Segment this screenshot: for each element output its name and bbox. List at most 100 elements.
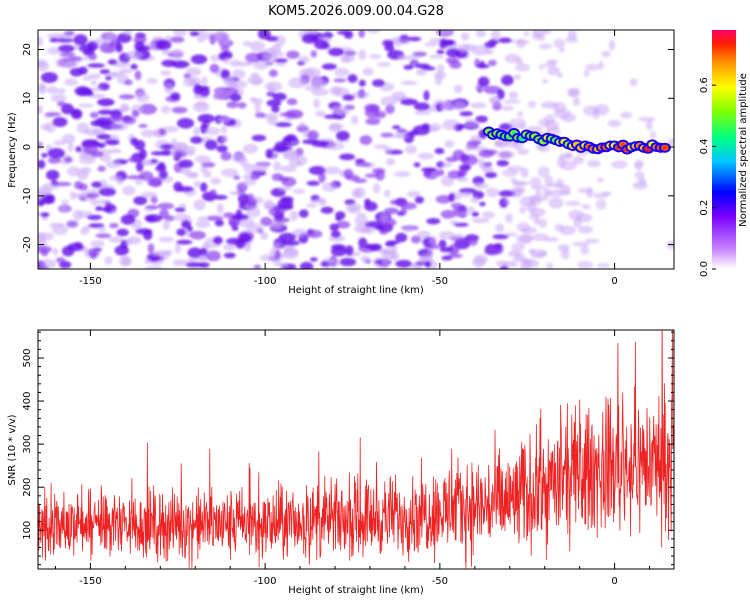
spectrogram-blob bbox=[496, 159, 509, 167]
spectrogram-blob bbox=[384, 146, 393, 154]
spectrogram-blob bbox=[104, 37, 118, 44]
spectrogram-blob bbox=[201, 76, 208, 86]
spectrogram-blob bbox=[458, 211, 471, 216]
spectrogram-blob bbox=[601, 50, 611, 58]
spectrogram-blob bbox=[499, 265, 509, 269]
spectrogram-blob bbox=[105, 76, 112, 81]
spectrogram-blob bbox=[259, 254, 275, 261]
spectrogram-blob bbox=[64, 62, 79, 67]
spectrogram-blob bbox=[580, 245, 590, 255]
spectrogram-blob bbox=[245, 198, 258, 206]
spectrogram-blob bbox=[49, 37, 59, 43]
spectrogram-blob bbox=[400, 202, 417, 210]
spectrogram-blob bbox=[49, 222, 65, 228]
spectrogram-blob bbox=[254, 112, 266, 118]
spectrogram-blob bbox=[495, 260, 509, 267]
spectrogram-blob bbox=[400, 208, 407, 216]
spectrogram-blob bbox=[121, 255, 131, 266]
spectrogram-blob bbox=[147, 179, 163, 187]
spectrogram-blob bbox=[517, 111, 524, 117]
spectrogram-blob bbox=[444, 140, 455, 148]
spectrogram-blob bbox=[267, 85, 276, 94]
spectrogram-blob bbox=[245, 52, 263, 63]
spectrogram-blob bbox=[275, 122, 292, 128]
spectrogram-blob bbox=[557, 244, 570, 252]
spectrogram-blob bbox=[187, 257, 196, 264]
spectrogram-blob bbox=[414, 102, 430, 111]
spectrogram-blob bbox=[76, 122, 90, 134]
spectrogram-blob bbox=[179, 167, 192, 175]
spectrogram-blob bbox=[504, 232, 518, 237]
spectrogram-blob bbox=[381, 256, 389, 266]
spectrogram-blob bbox=[120, 214, 136, 225]
spectrogram-blob bbox=[395, 37, 403, 48]
spectrogram-blob bbox=[393, 171, 411, 177]
spectrogram-blob bbox=[519, 206, 527, 214]
spectrogram-blob bbox=[289, 210, 299, 221]
colorbar-tick-label: 0.6 bbox=[699, 77, 710, 93]
spectrogram-blob bbox=[119, 68, 133, 74]
spectrogram-blob bbox=[67, 142, 74, 153]
spectrogram-blob bbox=[314, 39, 329, 50]
spectrogram-blob bbox=[47, 148, 65, 159]
spectrogram-blob bbox=[356, 212, 367, 217]
spectrogram-blob bbox=[505, 213, 513, 224]
spectrogram-blob bbox=[273, 217, 290, 223]
spectrogram-blob bbox=[385, 158, 396, 166]
spectrogram-blob bbox=[437, 169, 445, 177]
y-tick-label: -20 bbox=[22, 236, 33, 252]
spectrogram-blob bbox=[392, 125, 401, 130]
spectrogram-blob bbox=[233, 175, 241, 180]
spectrogram-blob bbox=[578, 225, 593, 234]
spectrogram-blob bbox=[120, 105, 130, 112]
spectrogram-blob bbox=[122, 116, 137, 125]
spectrogram-blob bbox=[327, 142, 345, 151]
spectrogram-blob bbox=[593, 192, 608, 199]
spectrogram-blob bbox=[214, 219, 224, 227]
spectrogram-blob bbox=[220, 69, 231, 80]
spectrogram-blob bbox=[277, 146, 293, 151]
x-tick-label: 0 bbox=[611, 276, 617, 287]
spectrogram-blob bbox=[424, 41, 438, 47]
spectrogram-blob bbox=[260, 231, 268, 240]
spectrogram-blob bbox=[411, 61, 418, 67]
spectrogram-blob bbox=[95, 206, 103, 211]
spectrogram-blob bbox=[223, 243, 236, 251]
spectrogram-blob bbox=[385, 104, 395, 115]
spectrogram-blob bbox=[344, 50, 357, 56]
spectrogram-blob bbox=[503, 99, 521, 104]
spectrogram-blob bbox=[421, 167, 437, 172]
colorbar-tick-label: 0.0 bbox=[699, 261, 710, 277]
spectrogram-blob bbox=[250, 174, 261, 180]
spectrogram-blob bbox=[40, 258, 57, 269]
colorbar: 0.0 0.2 0.4 0.6 Normalized spectral amplitu… bbox=[699, 30, 749, 277]
spectrogram-blob bbox=[402, 55, 420, 60]
spectrogram-blob bbox=[110, 122, 129, 131]
spectrogram-blob bbox=[274, 250, 282, 260]
x-tick-label: -50 bbox=[432, 276, 448, 287]
spectrogram-blob bbox=[638, 177, 647, 185]
spectrogram-blob bbox=[358, 79, 366, 87]
spectrogram-blob bbox=[73, 34, 88, 46]
spectrogram-blob bbox=[242, 180, 257, 186]
spectrogram-blob bbox=[200, 182, 208, 193]
spectrogram-blob bbox=[108, 236, 123, 243]
spectrogram-blob bbox=[127, 235, 142, 245]
spectrogram-blob bbox=[435, 195, 452, 204]
spectrogram-blob bbox=[185, 262, 203, 268]
spectrogram-blob bbox=[492, 234, 509, 240]
spectrogram-blob bbox=[497, 150, 515, 160]
spectrogram-blob bbox=[40, 249, 49, 257]
spectrogram-blob bbox=[130, 137, 139, 146]
spectrogram-blob bbox=[327, 257, 341, 267]
spectrogram-blob bbox=[383, 189, 391, 198]
spectrogram-blob bbox=[97, 109, 115, 115]
spectrogram-blob bbox=[114, 245, 129, 256]
spectrogram-blob bbox=[576, 213, 593, 223]
spectrogram-blob bbox=[336, 220, 351, 229]
spectrogram-blob bbox=[427, 248, 434, 258]
spectrogram-blob bbox=[472, 257, 486, 268]
spectrogram-blob bbox=[38, 159, 46, 169]
spectrogram-blob bbox=[366, 30, 380, 34]
spectrogram-blob bbox=[320, 206, 334, 214]
